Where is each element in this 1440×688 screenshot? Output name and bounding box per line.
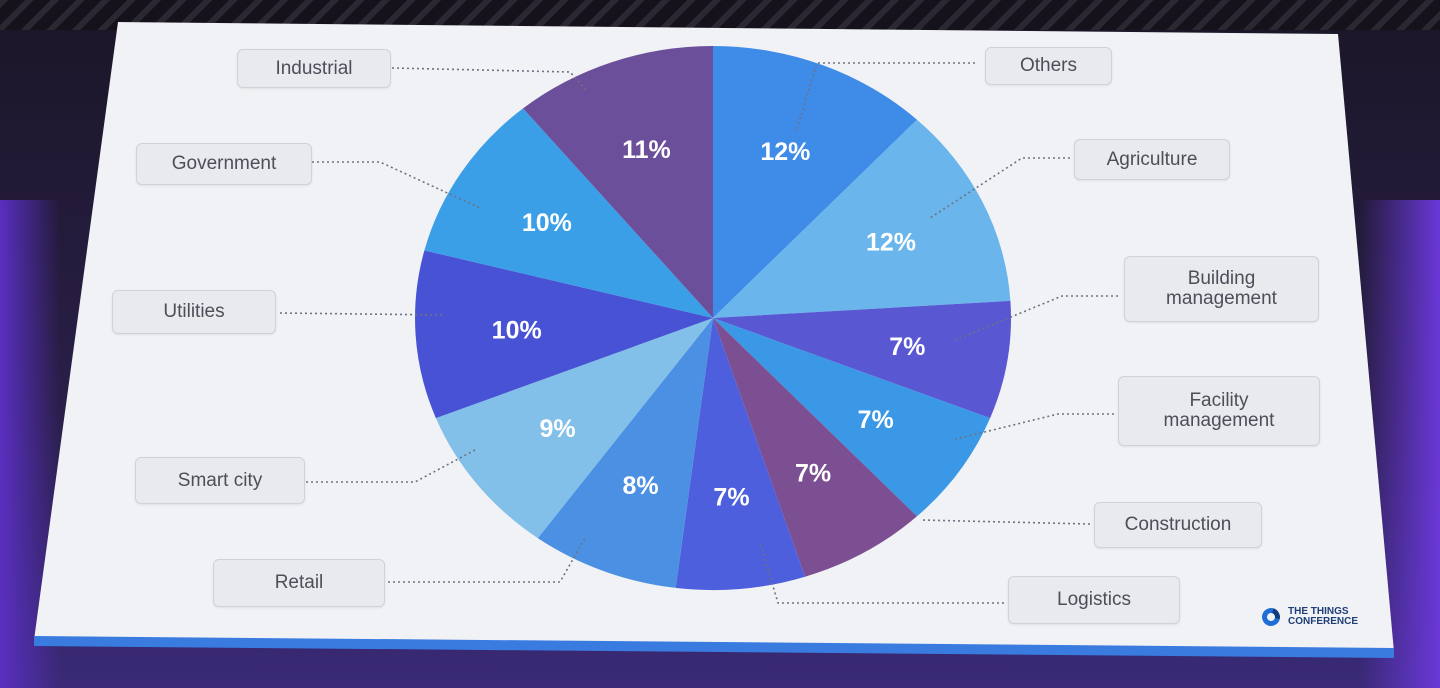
slice-label: Building management [1124,256,1319,322]
pie-slice-utilities [415,250,713,419]
conference-logo: THE THINGS CONFERENCE [1258,602,1392,632]
slice-label: Retail [213,559,385,607]
leader-line [759,541,1004,604]
slice-percent-label: 10% [492,316,542,344]
logo-ring-icon [1258,604,1284,630]
slice-percent-label: 9% [540,415,576,443]
pie-slice-construction [713,318,917,577]
slice-label: Industrial [237,49,391,88]
slice-percent-label: 12% [760,138,810,166]
slice-label: Government [136,143,312,185]
leader-line [795,62,975,133]
slice-percent-label: 8% [623,472,659,500]
leader-line [951,413,1114,441]
leader-line [954,295,1118,341]
pie-slice-logistics [675,318,806,591]
leader-line [388,537,586,583]
slice-label: Facility management [1118,376,1320,446]
leader-line [919,519,1091,525]
slice-label: Logistics [1008,576,1180,624]
slice-percent-label: 7% [713,484,749,512]
slice-percent-label: 11% [622,136,671,164]
pie-slice-government [424,108,713,319]
slice-percent-label: 7% [889,333,925,361]
pie-slice-building-management [713,300,1011,419]
percentage-labels: 12% 12% 7% 7% 7% 7% 8% 9% 10% 10% 11% [492,136,926,512]
leader-line [312,161,481,209]
slice-label: Smart city [135,457,305,504]
pie-slice-facility-management [713,318,991,517]
pie-slice-smart-city [435,318,713,539]
leader-lines [279,62,1118,604]
logo-text: THE THINGS CONFERENCE [1288,606,1359,627]
pie-slice-others [713,46,917,318]
slice-label: Construction [1094,502,1262,548]
slice-percent-label: 12% [866,229,916,257]
pie-chart [415,45,1011,591]
slice-label: Utilities [112,290,276,334]
slice-percent-label: 7% [795,460,831,488]
pie-slice-agriculture [713,119,1011,318]
slice-label: Agriculture [1074,139,1230,180]
slide-bottom-bar [34,636,1394,658]
leader-line [929,157,1070,219]
pie-slice-industrial [523,45,713,318]
slice-label: Others [985,47,1112,85]
leader-line [391,67,589,93]
leader-line [306,449,476,483]
slice-percent-label: 7% [858,406,894,434]
pie-slice-retail [537,318,713,588]
slice-percent-label: 10% [522,209,572,237]
